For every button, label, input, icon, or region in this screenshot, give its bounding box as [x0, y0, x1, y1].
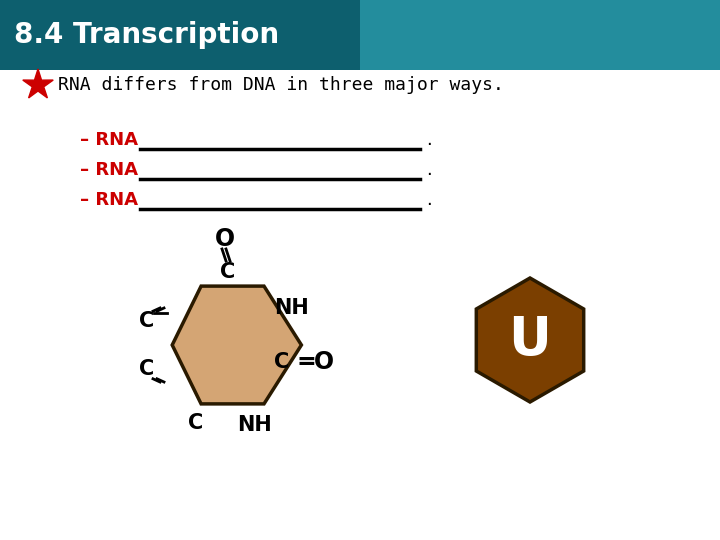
Text: .: . — [426, 191, 432, 209]
Text: NH: NH — [237, 415, 271, 435]
Text: .: . — [426, 131, 432, 149]
Text: =: = — [296, 350, 316, 374]
Text: – RNA: – RNA — [80, 131, 138, 149]
Polygon shape — [477, 278, 584, 402]
Text: RNA differs from DNA in three major ways.: RNA differs from DNA in three major ways… — [58, 76, 504, 94]
Text: O: O — [314, 350, 334, 374]
Bar — [360, 0, 720, 70]
Text: C: C — [189, 413, 204, 433]
Text: – RNA: – RNA — [80, 161, 138, 179]
Text: .: . — [426, 161, 432, 179]
Text: NH: NH — [274, 298, 309, 318]
Text: C: C — [220, 262, 235, 282]
Bar — [0, 0, 720, 70]
Text: – RNA: – RNA — [80, 191, 138, 209]
Text: C: C — [274, 352, 289, 372]
Text: 8.4 Transcription: 8.4 Transcription — [14, 21, 279, 49]
Text: O: O — [215, 227, 235, 251]
Text: U: U — [508, 314, 552, 366]
Text: C: C — [140, 311, 155, 331]
Polygon shape — [23, 69, 53, 98]
Bar — [0, 70, 720, 540]
Bar — [0, 0, 360, 70]
Text: C: C — [140, 359, 155, 379]
Polygon shape — [172, 286, 302, 404]
